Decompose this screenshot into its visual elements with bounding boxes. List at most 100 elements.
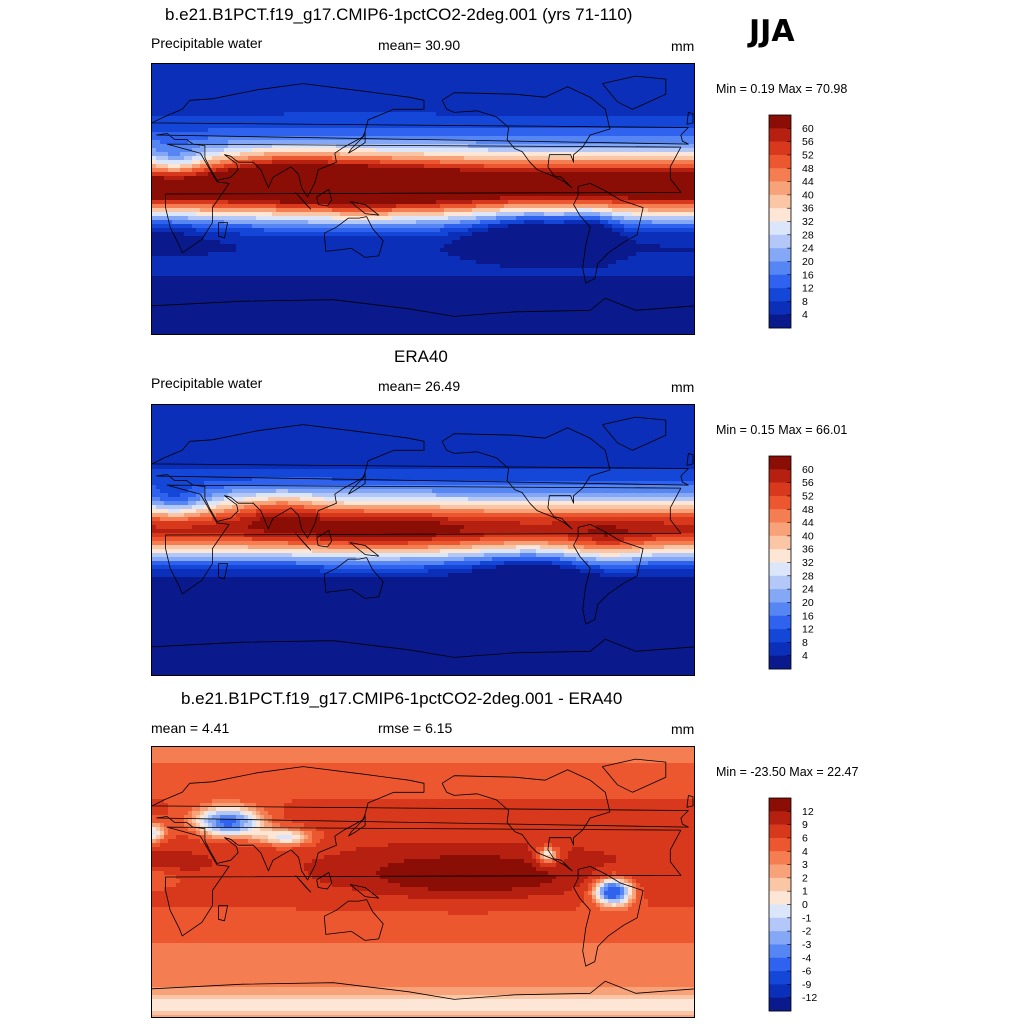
field-cell xyxy=(468,164,473,169)
field-cell xyxy=(568,164,573,169)
field-cell xyxy=(664,156,669,161)
field-cell xyxy=(376,172,381,177)
field-cell xyxy=(276,72,281,77)
field-cell xyxy=(540,76,545,81)
field-cell xyxy=(628,72,633,77)
field-cell xyxy=(408,144,413,149)
field-cell xyxy=(572,172,577,177)
field-cell xyxy=(444,208,449,213)
field-cell xyxy=(592,164,597,169)
field-cell xyxy=(508,208,513,213)
field-cell xyxy=(592,104,597,109)
field-cell xyxy=(156,84,161,89)
field-cell xyxy=(672,140,677,145)
field-cell xyxy=(624,72,629,77)
field-cell xyxy=(408,64,413,69)
field-cell xyxy=(152,120,157,125)
field-cell xyxy=(432,92,437,97)
field-cell xyxy=(564,96,569,101)
field-cell xyxy=(540,160,545,165)
field-cell xyxy=(416,196,421,201)
field-cell xyxy=(200,140,205,145)
field-cell xyxy=(496,68,501,73)
field-cell xyxy=(376,132,381,137)
field-cell xyxy=(412,192,417,197)
field-cell xyxy=(628,192,633,197)
field-cell xyxy=(632,140,637,145)
field-cell xyxy=(164,104,169,109)
field-cell xyxy=(620,148,625,153)
field-cell xyxy=(664,116,669,121)
field-cell xyxy=(192,80,197,85)
field-cell xyxy=(276,208,281,213)
field-cell xyxy=(620,184,625,189)
field-cell xyxy=(572,128,577,133)
field-cell xyxy=(324,104,329,109)
field-cell xyxy=(552,136,557,141)
field-cell xyxy=(436,204,441,209)
field-cell xyxy=(436,192,441,197)
field-cell xyxy=(408,112,413,117)
field-cell xyxy=(336,208,341,213)
field-cell xyxy=(356,152,361,157)
field-cell xyxy=(156,120,161,125)
field-cell xyxy=(232,172,237,177)
field-cell xyxy=(452,104,457,109)
field-cell xyxy=(368,68,373,73)
field-cell xyxy=(372,100,377,105)
field-cell xyxy=(628,172,633,177)
field-cell xyxy=(320,164,325,169)
field-cell xyxy=(252,168,257,173)
field-cell xyxy=(400,184,405,189)
field-cell xyxy=(572,180,577,185)
field-cell xyxy=(684,88,689,93)
field-cell xyxy=(308,104,313,109)
field-cell xyxy=(392,104,397,109)
field-cell xyxy=(396,96,401,101)
field-cell xyxy=(296,192,301,197)
field-cell xyxy=(352,124,357,129)
field-cell xyxy=(308,196,313,201)
field-cell xyxy=(156,132,161,137)
field-cell xyxy=(660,196,665,201)
field-cell xyxy=(248,164,253,169)
field-cell xyxy=(296,80,301,85)
field-cell xyxy=(488,196,493,201)
field-cell xyxy=(648,120,653,125)
field-cell xyxy=(220,148,225,153)
field-cell xyxy=(612,84,617,89)
field-cell xyxy=(508,84,513,89)
field-cell xyxy=(572,88,577,93)
field-cell xyxy=(636,168,641,173)
field-cell xyxy=(576,136,581,141)
field-cell xyxy=(376,84,381,89)
field-cell xyxy=(192,144,197,149)
field-cell xyxy=(272,72,277,77)
field-cell xyxy=(216,204,221,209)
field-cell xyxy=(556,72,561,77)
field-cell xyxy=(548,64,553,69)
field-cell xyxy=(420,192,425,197)
field-cell xyxy=(552,88,557,93)
field-cell xyxy=(356,124,361,129)
field-cell xyxy=(636,188,641,193)
field-cell xyxy=(400,104,405,109)
field-cell xyxy=(412,148,417,153)
field-cell xyxy=(548,160,553,165)
field-cell xyxy=(628,156,633,161)
field-cell xyxy=(196,88,201,93)
field-cell xyxy=(344,76,349,81)
field-cell xyxy=(512,152,517,157)
field-cell xyxy=(312,204,317,209)
field-cell xyxy=(232,88,237,93)
field-cell xyxy=(480,196,485,201)
field-cell xyxy=(460,156,465,161)
field-cell xyxy=(488,180,493,185)
field-cell xyxy=(660,204,665,209)
field-cell xyxy=(596,96,601,101)
field-cell xyxy=(468,88,473,93)
field-cell xyxy=(228,184,233,189)
field-cell xyxy=(320,176,325,181)
field-cell xyxy=(580,120,585,125)
field-cell xyxy=(240,72,245,77)
